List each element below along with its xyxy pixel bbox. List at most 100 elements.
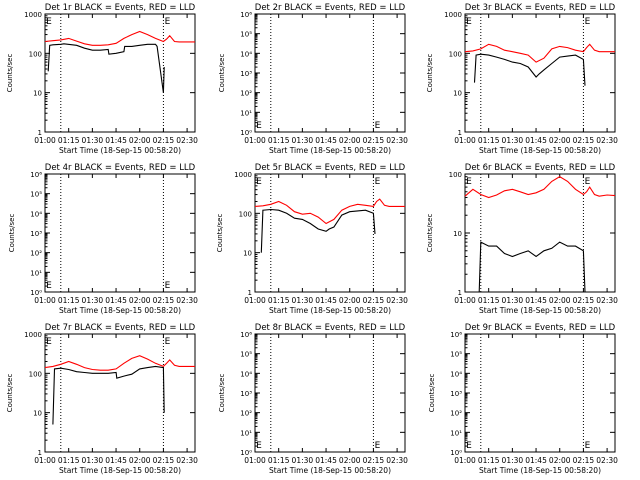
x-tick-label: 02:15 bbox=[153, 136, 175, 145]
x-tick-label: 02:00 bbox=[549, 136, 571, 145]
x-tick-label: 01:00 bbox=[34, 456, 56, 465]
y-axis-label: Counts/sec bbox=[8, 214, 16, 253]
y-axis-label: Counts/sec bbox=[426, 214, 434, 253]
y-axis-label: Counts/sec bbox=[428, 374, 436, 413]
x-tick-label: 01:45 bbox=[525, 456, 547, 465]
marker-e-label: E bbox=[585, 17, 591, 27]
x-tick-label: 01:00 bbox=[34, 296, 56, 305]
x-tick-label: 02:00 bbox=[129, 456, 151, 465]
panel-title: Det 2r BLACK = Events, RED = LLD bbox=[255, 3, 406, 13]
y-tick-label: 100 bbox=[29, 370, 42, 378]
y-tick-label: 1000 bbox=[24, 11, 42, 19]
series-line-events bbox=[52, 365, 165, 425]
x-tick-label: 01:30 bbox=[82, 456, 104, 465]
x-tick-label: 01:15 bbox=[268, 136, 290, 145]
x-tick-label: 01:30 bbox=[502, 456, 524, 465]
x-tick-label: 01:45 bbox=[525, 296, 547, 305]
marker-e-label: E bbox=[165, 337, 171, 347]
plot-frame bbox=[254, 13, 406, 133]
plot-frame bbox=[44, 173, 196, 293]
plot-frame bbox=[44, 13, 196, 133]
x-tick-label: 01:45 bbox=[105, 136, 127, 145]
y-axis-label: Counts/sec bbox=[6, 374, 14, 413]
x-tick-label: 01:45 bbox=[315, 456, 337, 465]
x-tick-label: 02:15 bbox=[153, 296, 175, 305]
series-line-lld bbox=[464, 176, 616, 199]
x-tick-label: 01:30 bbox=[502, 136, 524, 145]
x-tick-label: 02:30 bbox=[596, 296, 618, 305]
x-tick-label: 01:30 bbox=[82, 296, 104, 305]
y-tick-label: 10⁵ bbox=[450, 351, 462, 359]
x-tick-label: 02:00 bbox=[339, 296, 361, 305]
marker-e-label: E bbox=[585, 441, 591, 451]
y-tick-label: 10 bbox=[453, 90, 462, 98]
plot-frame bbox=[464, 333, 616, 453]
y-tick-label: 100 bbox=[449, 50, 462, 58]
x-tick-label: 02:15 bbox=[363, 456, 385, 465]
x-tick-label: 02:15 bbox=[573, 296, 595, 305]
y-tick-label: 10³ bbox=[240, 390, 252, 398]
y-axis-label: Counts/sec bbox=[218, 374, 226, 413]
series-line-lld bbox=[464, 43, 615, 63]
y-tick-label: 10 bbox=[453, 230, 462, 238]
y-tick-label: 10¹ bbox=[240, 109, 252, 117]
x-tick-label: 01:00 bbox=[454, 456, 476, 465]
marker-e-label: E bbox=[375, 441, 381, 451]
x-axis-label: Start Time (18-Sep-15 00:58:20) bbox=[269, 306, 391, 315]
x-tick-label: 02:00 bbox=[339, 456, 361, 465]
marker-e-label: E bbox=[375, 121, 381, 131]
y-tick-label: 1000 bbox=[444, 11, 462, 19]
x-tick-label: 02:00 bbox=[549, 296, 571, 305]
y-tick-label: 10 bbox=[33, 90, 42, 98]
panel-title: Det 6r BLACK = Events, RED = LLD bbox=[465, 163, 616, 173]
marker-e-label: E bbox=[256, 441, 262, 451]
marker-e-label: E bbox=[165, 281, 171, 291]
plot-frame bbox=[254, 173, 406, 293]
marker-e-label: E bbox=[466, 177, 472, 187]
x-tick-label: 02:15 bbox=[363, 136, 385, 145]
x-axis-label: Start Time (18-Sep-15 00:58:20) bbox=[479, 466, 601, 475]
x-tick-label: 02:30 bbox=[176, 296, 198, 305]
x-tick-label: 01:15 bbox=[268, 296, 290, 305]
y-tick-label: 10⁶ bbox=[240, 331, 252, 339]
x-axis-label: Start Time (18-Sep-15 00:58:20) bbox=[59, 306, 181, 315]
x-tick-label: 01:00 bbox=[244, 296, 266, 305]
y-tick-label: 10⁰ bbox=[240, 449, 252, 457]
y-tick-label: 10² bbox=[30, 250, 42, 258]
x-tick-label: 01:00 bbox=[244, 136, 266, 145]
y-tick-label: 10⁴ bbox=[240, 370, 252, 378]
series-line-events bbox=[260, 208, 376, 253]
x-tick-label: 01:15 bbox=[478, 296, 500, 305]
x-tick-label: 01:00 bbox=[244, 456, 266, 465]
y-tick-label: 10⁶ bbox=[450, 331, 462, 339]
y-tick-label: 1000 bbox=[234, 171, 252, 179]
x-tick-label: 01:45 bbox=[525, 136, 547, 145]
plot-frame bbox=[254, 333, 406, 453]
x-tick-label: 02:30 bbox=[176, 136, 198, 145]
series-line-lld bbox=[44, 30, 195, 46]
x-tick-label: 02:15 bbox=[153, 456, 175, 465]
x-tick-label: 01:15 bbox=[58, 456, 80, 465]
series-line-events bbox=[47, 43, 165, 93]
y-tick-label: 10⁴ bbox=[240, 50, 252, 58]
y-tick-label: 1 bbox=[458, 129, 462, 137]
y-tick-label: 1 bbox=[38, 129, 42, 137]
x-tick-label: 02:00 bbox=[129, 136, 151, 145]
y-tick-label: 10² bbox=[240, 90, 252, 98]
y-tick-label: 100 bbox=[449, 171, 462, 179]
marker-e-label: E bbox=[466, 17, 472, 27]
y-tick-label: 10 bbox=[33, 410, 42, 418]
x-axis-label: Start Time (18-Sep-15 00:58:20) bbox=[269, 146, 391, 155]
x-tick-label: 01:45 bbox=[315, 296, 337, 305]
marker-e-label: E bbox=[256, 177, 262, 187]
x-tick-label: 02:00 bbox=[549, 456, 571, 465]
x-tick-label: 02:30 bbox=[386, 456, 408, 465]
y-tick-label: 10¹ bbox=[240, 429, 252, 437]
